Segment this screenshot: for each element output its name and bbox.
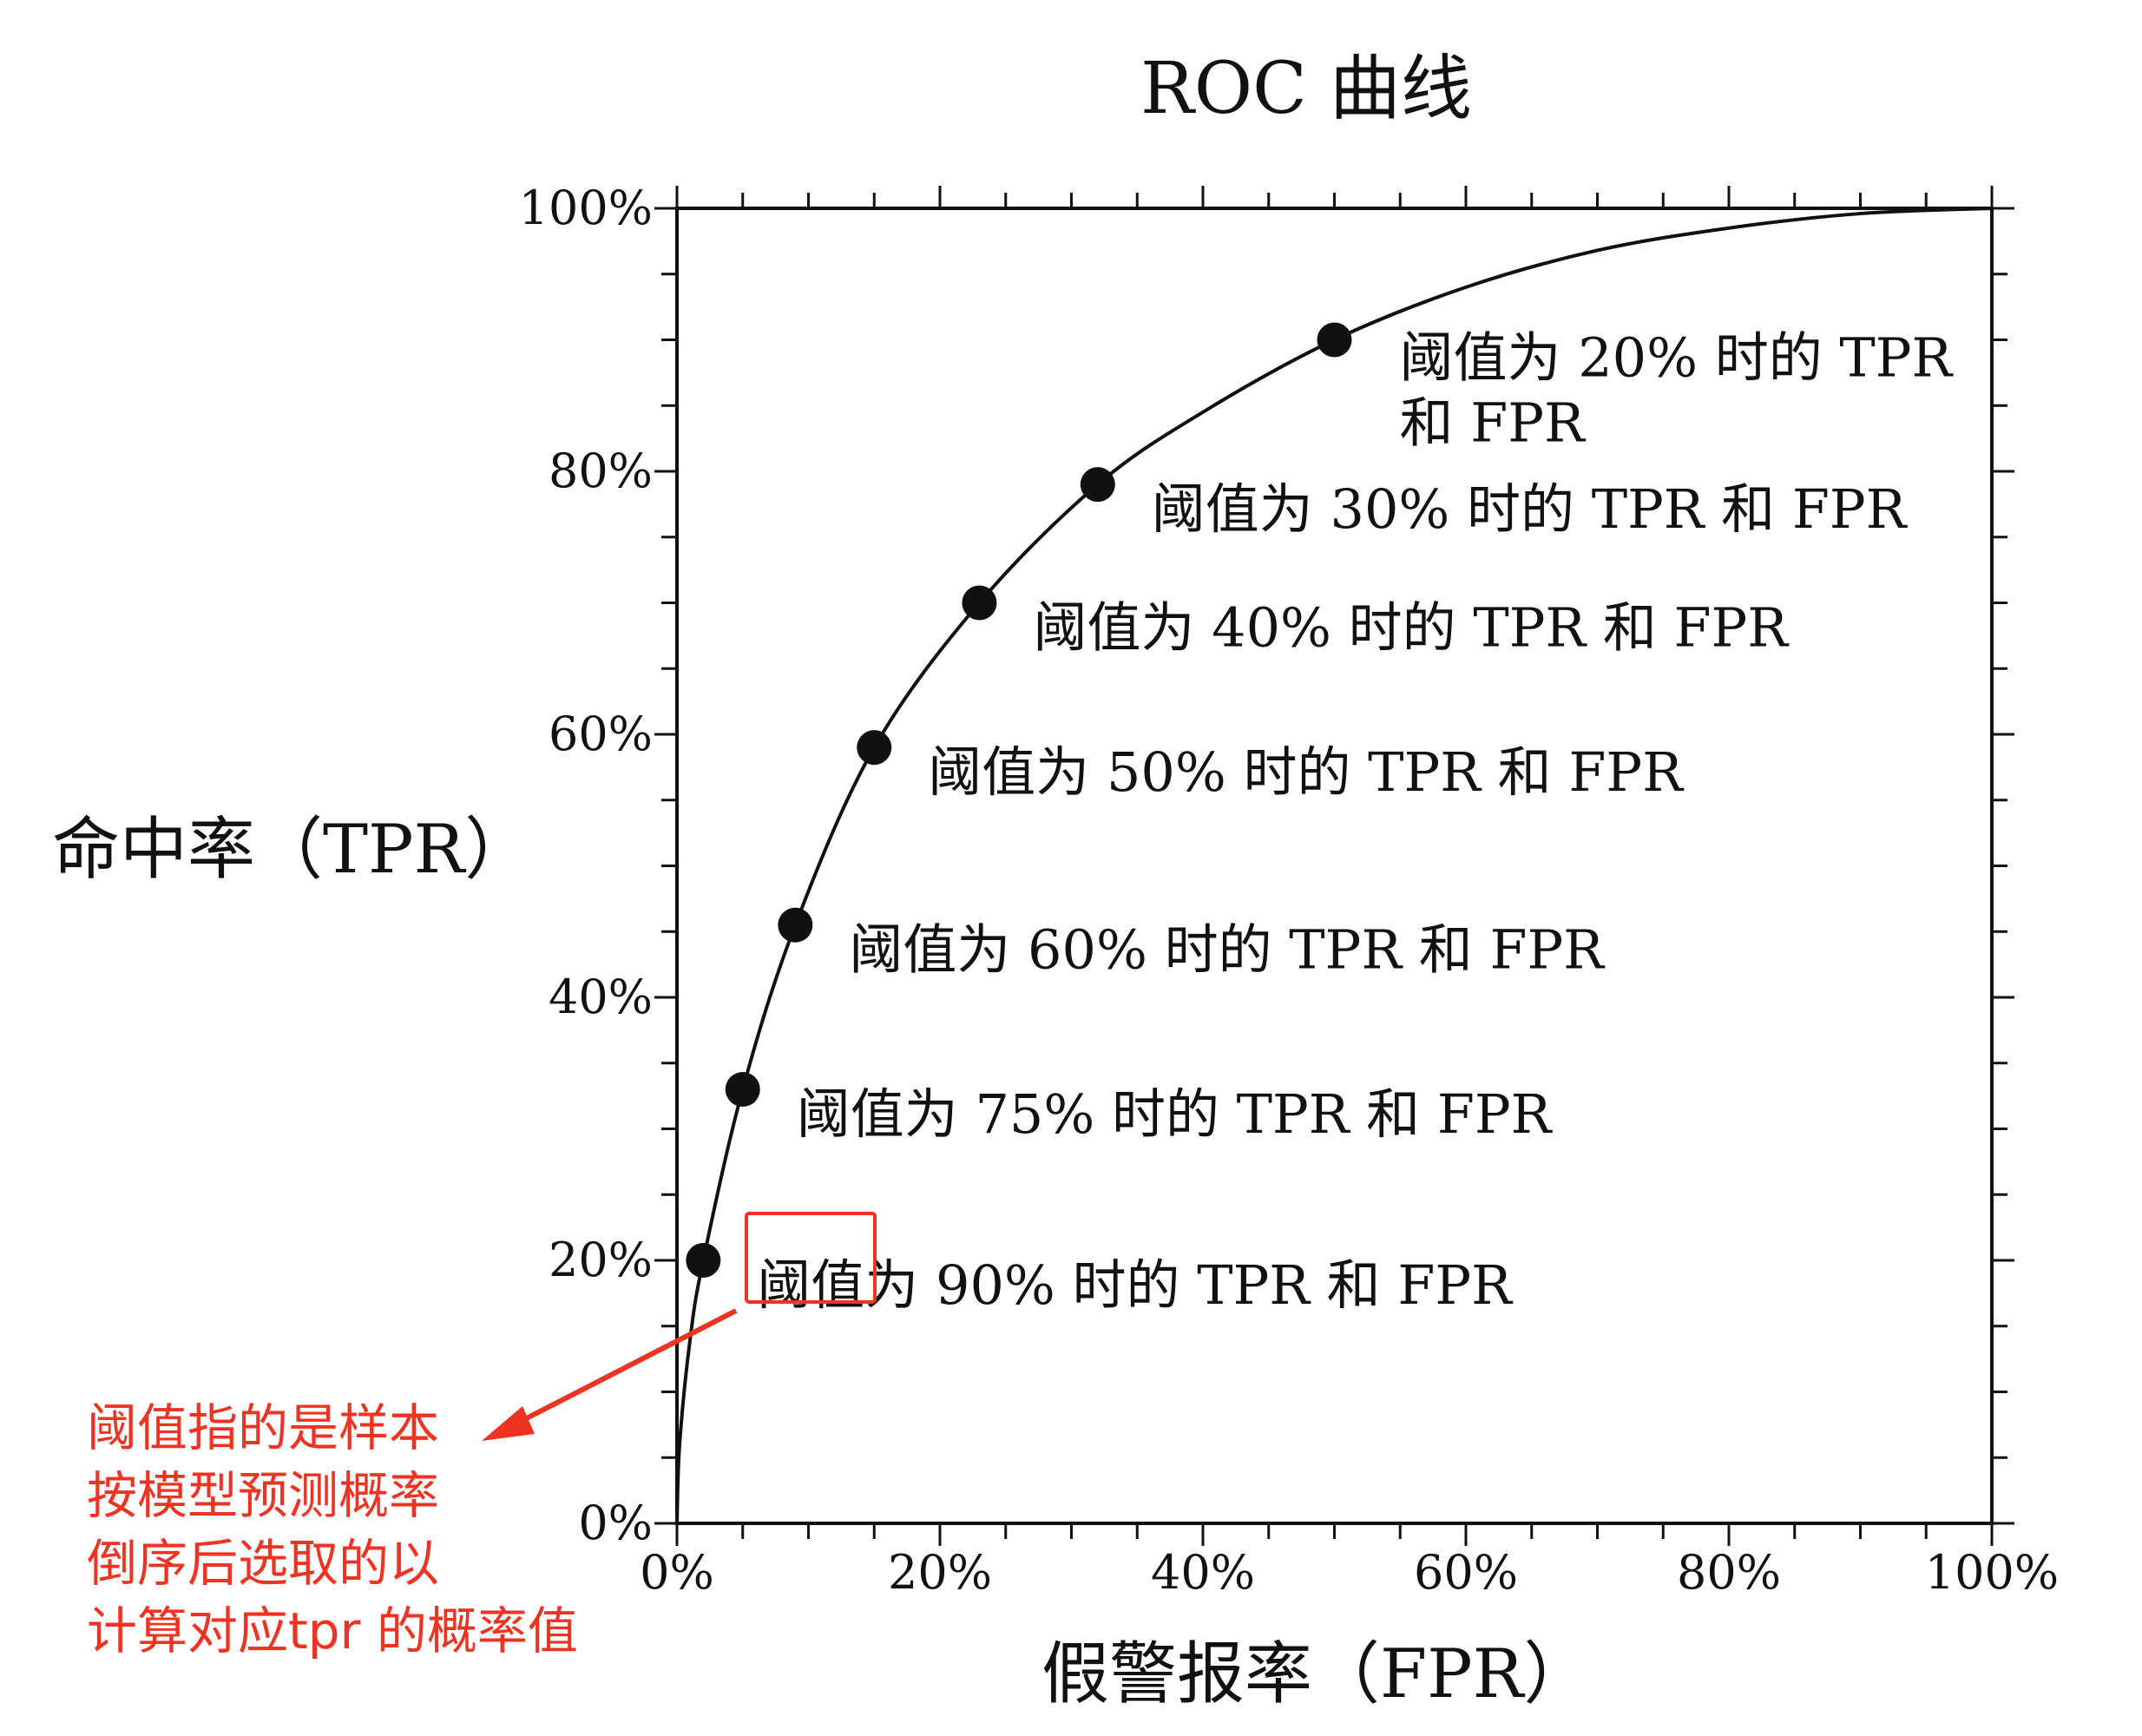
- threshold-label: 阈值为 30% 时的 TPR 和 FPR: [1152, 477, 1909, 541]
- threshold-point: [962, 585, 997, 621]
- threshold-label: 阈值为 75% 时的 TPR 和 FPR: [797, 1082, 1554, 1146]
- threshold-label: 阈值为 90% 时的 TPR 和 FPR: [757, 1253, 1514, 1317]
- roc-curve-line: [675, 207, 1993, 1524]
- threshold-label: 阈值为 50% 时的 TPR 和 FPR: [928, 740, 1685, 804]
- axis-tick-labels: 0% 20% 40% 60% 80% 100% 0% 20% 40% 60% 80% 100%: [519, 181, 2060, 1600]
- x-tick-label: 80%: [1677, 1545, 1781, 1600]
- threshold-point: [686, 1243, 721, 1278]
- axis-ticks: [654, 186, 2014, 1546]
- x-axis-label: 假警报率（FPR）: [1041, 1635, 1591, 1713]
- y-tick-label: 80%: [549, 444, 653, 498]
- threshold-label-cont: 和 FPR: [1400, 391, 1587, 455]
- annotation-line: 按模型预测概率: [87, 1466, 439, 1525]
- annotation-arrow: [515, 1308, 738, 1426]
- threshold-point: [1080, 467, 1115, 503]
- threshold-point: [857, 730, 892, 766]
- annotation-line: 计算对应tpr 的概率值: [87, 1601, 578, 1660]
- x-tick-label: 40%: [1151, 1545, 1255, 1600]
- x-tick-label: 60%: [1414, 1545, 1518, 1600]
- threshold-label: 阈值为 20% 时的 TPR: [1400, 326, 1955, 390]
- chart-title: ROC 曲线: [1140, 48, 1472, 130]
- y-tick-label: 0%: [578, 1496, 653, 1550]
- threshold-label: 阈值为 60% 时的 TPR 和 FPR: [849, 918, 1606, 982]
- threshold-point: [725, 1072, 760, 1108]
- y-tick-label: 40%: [549, 970, 653, 1024]
- y-axis-label: 命中率（TPR）: [52, 811, 532, 889]
- annotation-line: 阈值指的是样本: [87, 1398, 439, 1457]
- annotation-line: 倒序后选取的以: [87, 1534, 439, 1593]
- y-tick-label: 100%: [519, 181, 653, 235]
- highlight-box: [745, 1212, 877, 1304]
- annotation-arrowhead: [482, 1406, 535, 1441]
- threshold-labels: 阈值为 90% 时的 TPR 和 FPR 阈值为 75% 时的 TPR 和 FPR…: [757, 326, 1954, 1318]
- y-tick-label: 60%: [549, 707, 653, 761]
- threshold-label: 阈值为 40% 时的 TPR 和 FPR: [1033, 596, 1790, 660]
- threshold-points: [686, 322, 1352, 1278]
- y-tick-label: 20%: [549, 1233, 653, 1287]
- threshold-point: [778, 907, 813, 943]
- x-tick-label: 20%: [888, 1545, 992, 1600]
- plot-frame: [675, 207, 1994, 1525]
- threshold-point: [1317, 322, 1352, 358]
- x-tick-label: 100%: [1925, 1545, 2059, 1600]
- x-tick-label: 0%: [640, 1545, 714, 1600]
